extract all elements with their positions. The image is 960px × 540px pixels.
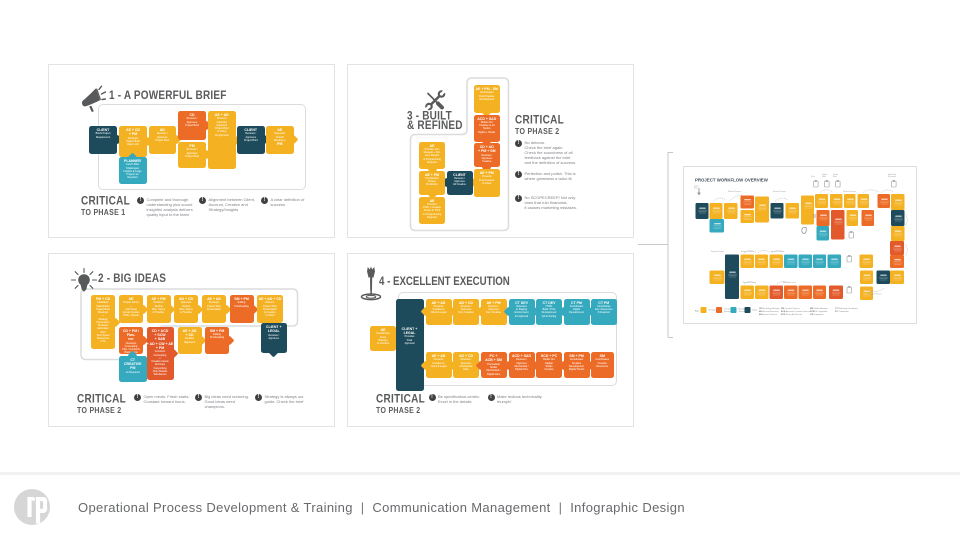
svg-text:SCW Sr Copywriter: SCW Sr Copywriter bbox=[810, 310, 828, 313]
svg-text:SM Studio Manager: SM Studio Manager bbox=[810, 307, 828, 310]
svg-text:Creative: Creative bbox=[724, 308, 732, 311]
svg-text:Brief: Brief bbox=[694, 188, 698, 190]
svg-text:Account: Account bbox=[709, 309, 717, 312]
svg-text:Review Process: Review Process bbox=[743, 282, 756, 284]
svg-text:Marketing: Marketing bbox=[739, 308, 748, 311]
svg-text:Review Process: Review Process bbox=[771, 251, 784, 253]
svg-text:Print: Print bbox=[811, 175, 815, 178]
svg-text:Review Process: Review Process bbox=[843, 191, 856, 193]
svg-text:CW Copywriter: CW Copywriter bbox=[810, 313, 824, 316]
svg-text:Final Files: Final Files bbox=[888, 174, 896, 176]
svg-text:Released: Released bbox=[888, 176, 896, 178]
svg-text:Review Process: Review Process bbox=[711, 251, 724, 253]
svg-text:Digital: Digital bbox=[822, 173, 828, 176]
svg-text:CD Marketing Manager: CD Marketing Manager bbox=[759, 307, 780, 310]
svg-text:Review Process: Review Process bbox=[728, 191, 741, 193]
svg-text:Release Process: Release Process bbox=[868, 294, 882, 296]
svg-text:Key: Key bbox=[695, 311, 700, 313]
svg-text:AD Account Executive: AD Account Executive bbox=[759, 310, 780, 313]
svg-text:Services: Services bbox=[724, 311, 732, 313]
svg-text:AE Account Director: AE Account Director bbox=[759, 313, 777, 316]
svg-text:Files: Files bbox=[833, 176, 837, 178]
svg-text:Review Process: Review Process bbox=[783, 282, 796, 284]
svg-text:Files: Files bbox=[822, 176, 826, 178]
svg-text:PROJECT WORKFLOW OVERVIEW: PROJECT WORKFLOW OVERVIEW bbox=[695, 178, 769, 183]
svg-text:PC Coordinator: PC Coordinator bbox=[835, 310, 849, 313]
svg-text:Studio: Studio bbox=[833, 173, 838, 176]
svg-text:CT Marketing Coordinator: CT Marketing Coordinator bbox=[835, 307, 858, 310]
svg-text:SCD Senior Art Director: SCD Senior Art Director bbox=[781, 313, 802, 316]
svg-text:Review Process: Review Process bbox=[741, 251, 754, 253]
svg-text:Technology: Technology bbox=[739, 311, 749, 313]
svg-text:Client: Client bbox=[752, 309, 758, 312]
svg-text:Review Process: Review Process bbox=[773, 191, 786, 193]
svg-text:ACD Associate Creative Direct: ACD Associate Creative Director bbox=[781, 310, 810, 313]
svg-text:PM Creative Director: PM Creative Director bbox=[781, 307, 800, 310]
svg-text:Client: Client bbox=[694, 185, 699, 188]
